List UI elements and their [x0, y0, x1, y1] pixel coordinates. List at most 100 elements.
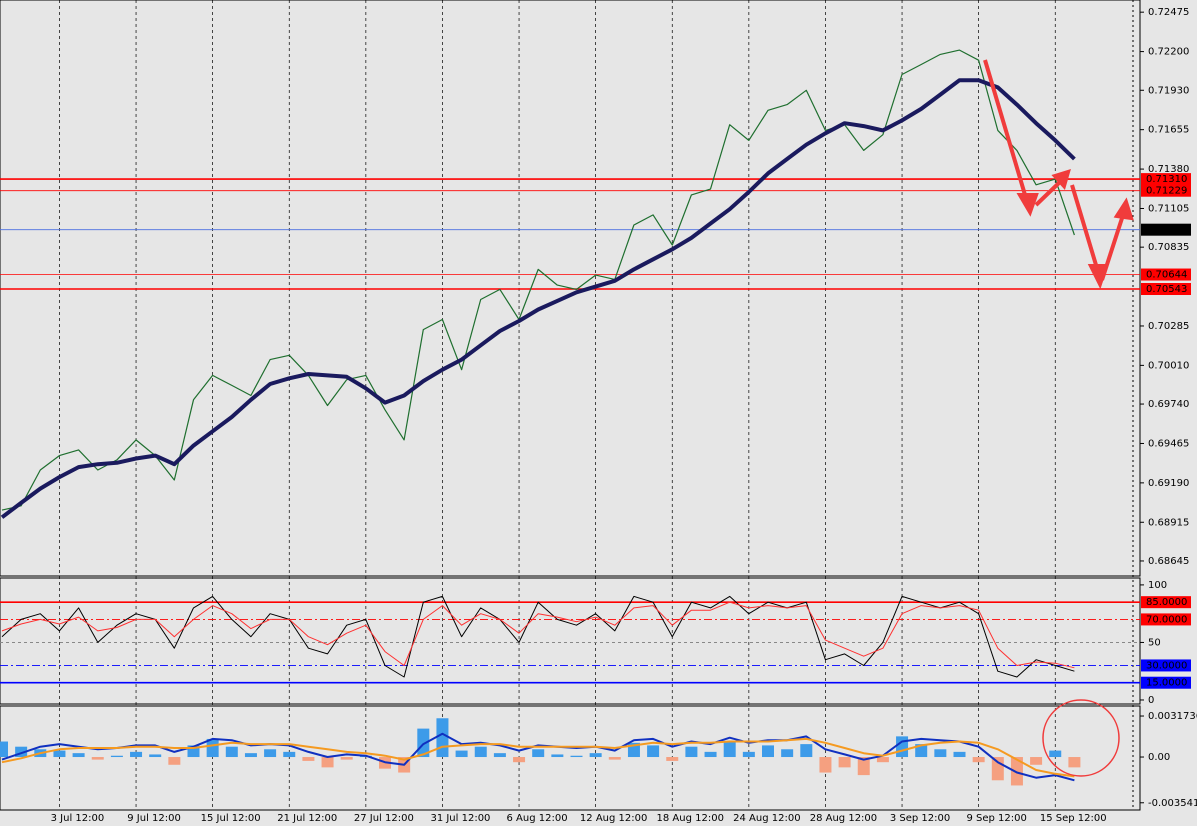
series-line: [0, 78, 1076, 519]
arrow: [1100, 211, 1126, 281]
histogram-bar: [934, 749, 947, 758]
price-pane: [0, 0, 1141, 577]
histogram-bar: [168, 757, 181, 765]
histogram-bar: [819, 757, 832, 773]
arrow-head: [1051, 169, 1071, 191]
y-tick-label: 0.71930: [1148, 85, 1189, 96]
histogram-bar: [244, 753, 257, 758]
oscillator-pane: [0, 577, 1141, 705]
x-tick-label: 31 Jul 12:00: [430, 813, 490, 824]
level-label-box: [1141, 596, 1191, 609]
level-label: 15.0000: [1146, 678, 1187, 689]
histogram-bar: [15, 746, 28, 758]
y-tick-label: 0.70285: [1148, 321, 1189, 332]
histogram-bar: [187, 745, 200, 758]
histogram-bar: [436, 718, 449, 758]
histogram-bar: [1068, 757, 1081, 768]
macd-pane: [0, 705, 1141, 811]
y-tick-label: 0.71105: [1148, 203, 1189, 214]
histogram-bar: [742, 751, 755, 758]
histogram-bar: [857, 757, 870, 776]
histogram-bar: [762, 745, 774, 758]
histogram-bar: [876, 757, 889, 763]
histogram-bar: [53, 750, 66, 758]
x-tick-label: 21 Jul 12:00: [277, 813, 337, 824]
series-line: [1, 601, 1075, 669]
level-label-box: [1141, 283, 1191, 296]
y-tick-label: 0.71380: [1148, 164, 1189, 175]
histogram-bar: [513, 757, 526, 763]
y-tick-label: 0.69465: [1148, 438, 1189, 449]
histogram-bar: [72, 753, 85, 758]
arrow-head: [1113, 197, 1134, 221]
x-tick-label: 6 Aug 12:00: [507, 813, 568, 824]
histogram-bar: [551, 754, 564, 758]
histogram-bar: [685, 746, 698, 758]
histogram-bar: [1030, 757, 1043, 765]
histogram-bar: [991, 757, 1004, 781]
level-label: 0.70957: [1146, 225, 1187, 236]
histogram-bar: [1010, 757, 1023, 786]
x-tick-label: 15 Jul 12:00: [201, 813, 261, 824]
histogram-bar: [321, 757, 334, 768]
histogram-bar: [91, 757, 104, 760]
arrow-head: [1016, 193, 1039, 217]
arrow: [1070, 184, 1101, 276]
y-tick-label: 50: [1148, 637, 1161, 648]
y-tick-label: 0.70010: [1148, 360, 1189, 371]
histogram-bar: [570, 755, 583, 758]
level-label-box: [1141, 184, 1191, 197]
x-tick-label: 28 Aug 12:00: [810, 813, 877, 824]
histogram-bar: [340, 757, 353, 760]
x-tick-label: 18 Aug 12:00: [657, 813, 724, 824]
level-label-box: [1141, 676, 1191, 689]
histogram-bar: [838, 757, 851, 768]
histogram-bar: [532, 749, 545, 758]
level-label: 30.0000: [1146, 660, 1187, 671]
highlight-circle: [1042, 699, 1120, 777]
histogram-bar: [264, 749, 277, 758]
x-tick-label: 9 Sep 12:00: [966, 813, 1026, 824]
series-line: [1, 595, 1075, 678]
histogram-bar: [589, 753, 602, 758]
histogram-bar: [110, 755, 123, 758]
series-line: [1, 49, 1075, 511]
histogram-bar: [206, 738, 219, 758]
histogram-bar: [1049, 750, 1062, 758]
panes: [0, 0, 1141, 811]
level-label: 0.70543: [1146, 284, 1187, 295]
histogram-bar: [417, 728, 430, 758]
histogram-bar: [608, 757, 621, 760]
y-tick-label: 0.71655: [1148, 125, 1189, 136]
histogram-bar: [302, 757, 315, 761]
y-tick-label: 0.69190: [1148, 478, 1189, 489]
y-tick-label: 0.70835: [1148, 242, 1189, 253]
series-line: [1, 732, 1075, 782]
x-tick-label: 12 Aug 12:00: [580, 813, 647, 824]
y-tick-label: 0.72200: [1148, 47, 1189, 58]
level-label: 0.71310: [1146, 174, 1187, 185]
y-tick-label: 0.68915: [1148, 517, 1189, 528]
x-tick-label: 27 Jul 12:00: [354, 813, 414, 824]
x-tick-label: 24 Aug 12:00: [733, 813, 800, 824]
histogram-bar: [130, 751, 143, 758]
histogram-bar: [953, 751, 966, 758]
histogram-bar: [704, 751, 717, 758]
annotations: [983, 59, 1134, 777]
arrow: [983, 59, 1030, 206]
series-line: [1, 737, 1075, 778]
histogram-bar: [666, 757, 679, 761]
y-tick-label: 0.00: [1148, 752, 1170, 763]
level-label: 85.0000: [1146, 597, 1187, 608]
histogram-bar: [896, 736, 909, 758]
level-label: 0.71229: [1146, 186, 1187, 197]
x-tick-label: 3 Jul 12:00: [51, 813, 105, 824]
level-label-box: [1141, 659, 1191, 672]
y-tick-label: 0.69740: [1148, 399, 1189, 410]
histogram-bar: [647, 745, 660, 758]
y-tick-label: 0.72475: [1148, 7, 1189, 18]
